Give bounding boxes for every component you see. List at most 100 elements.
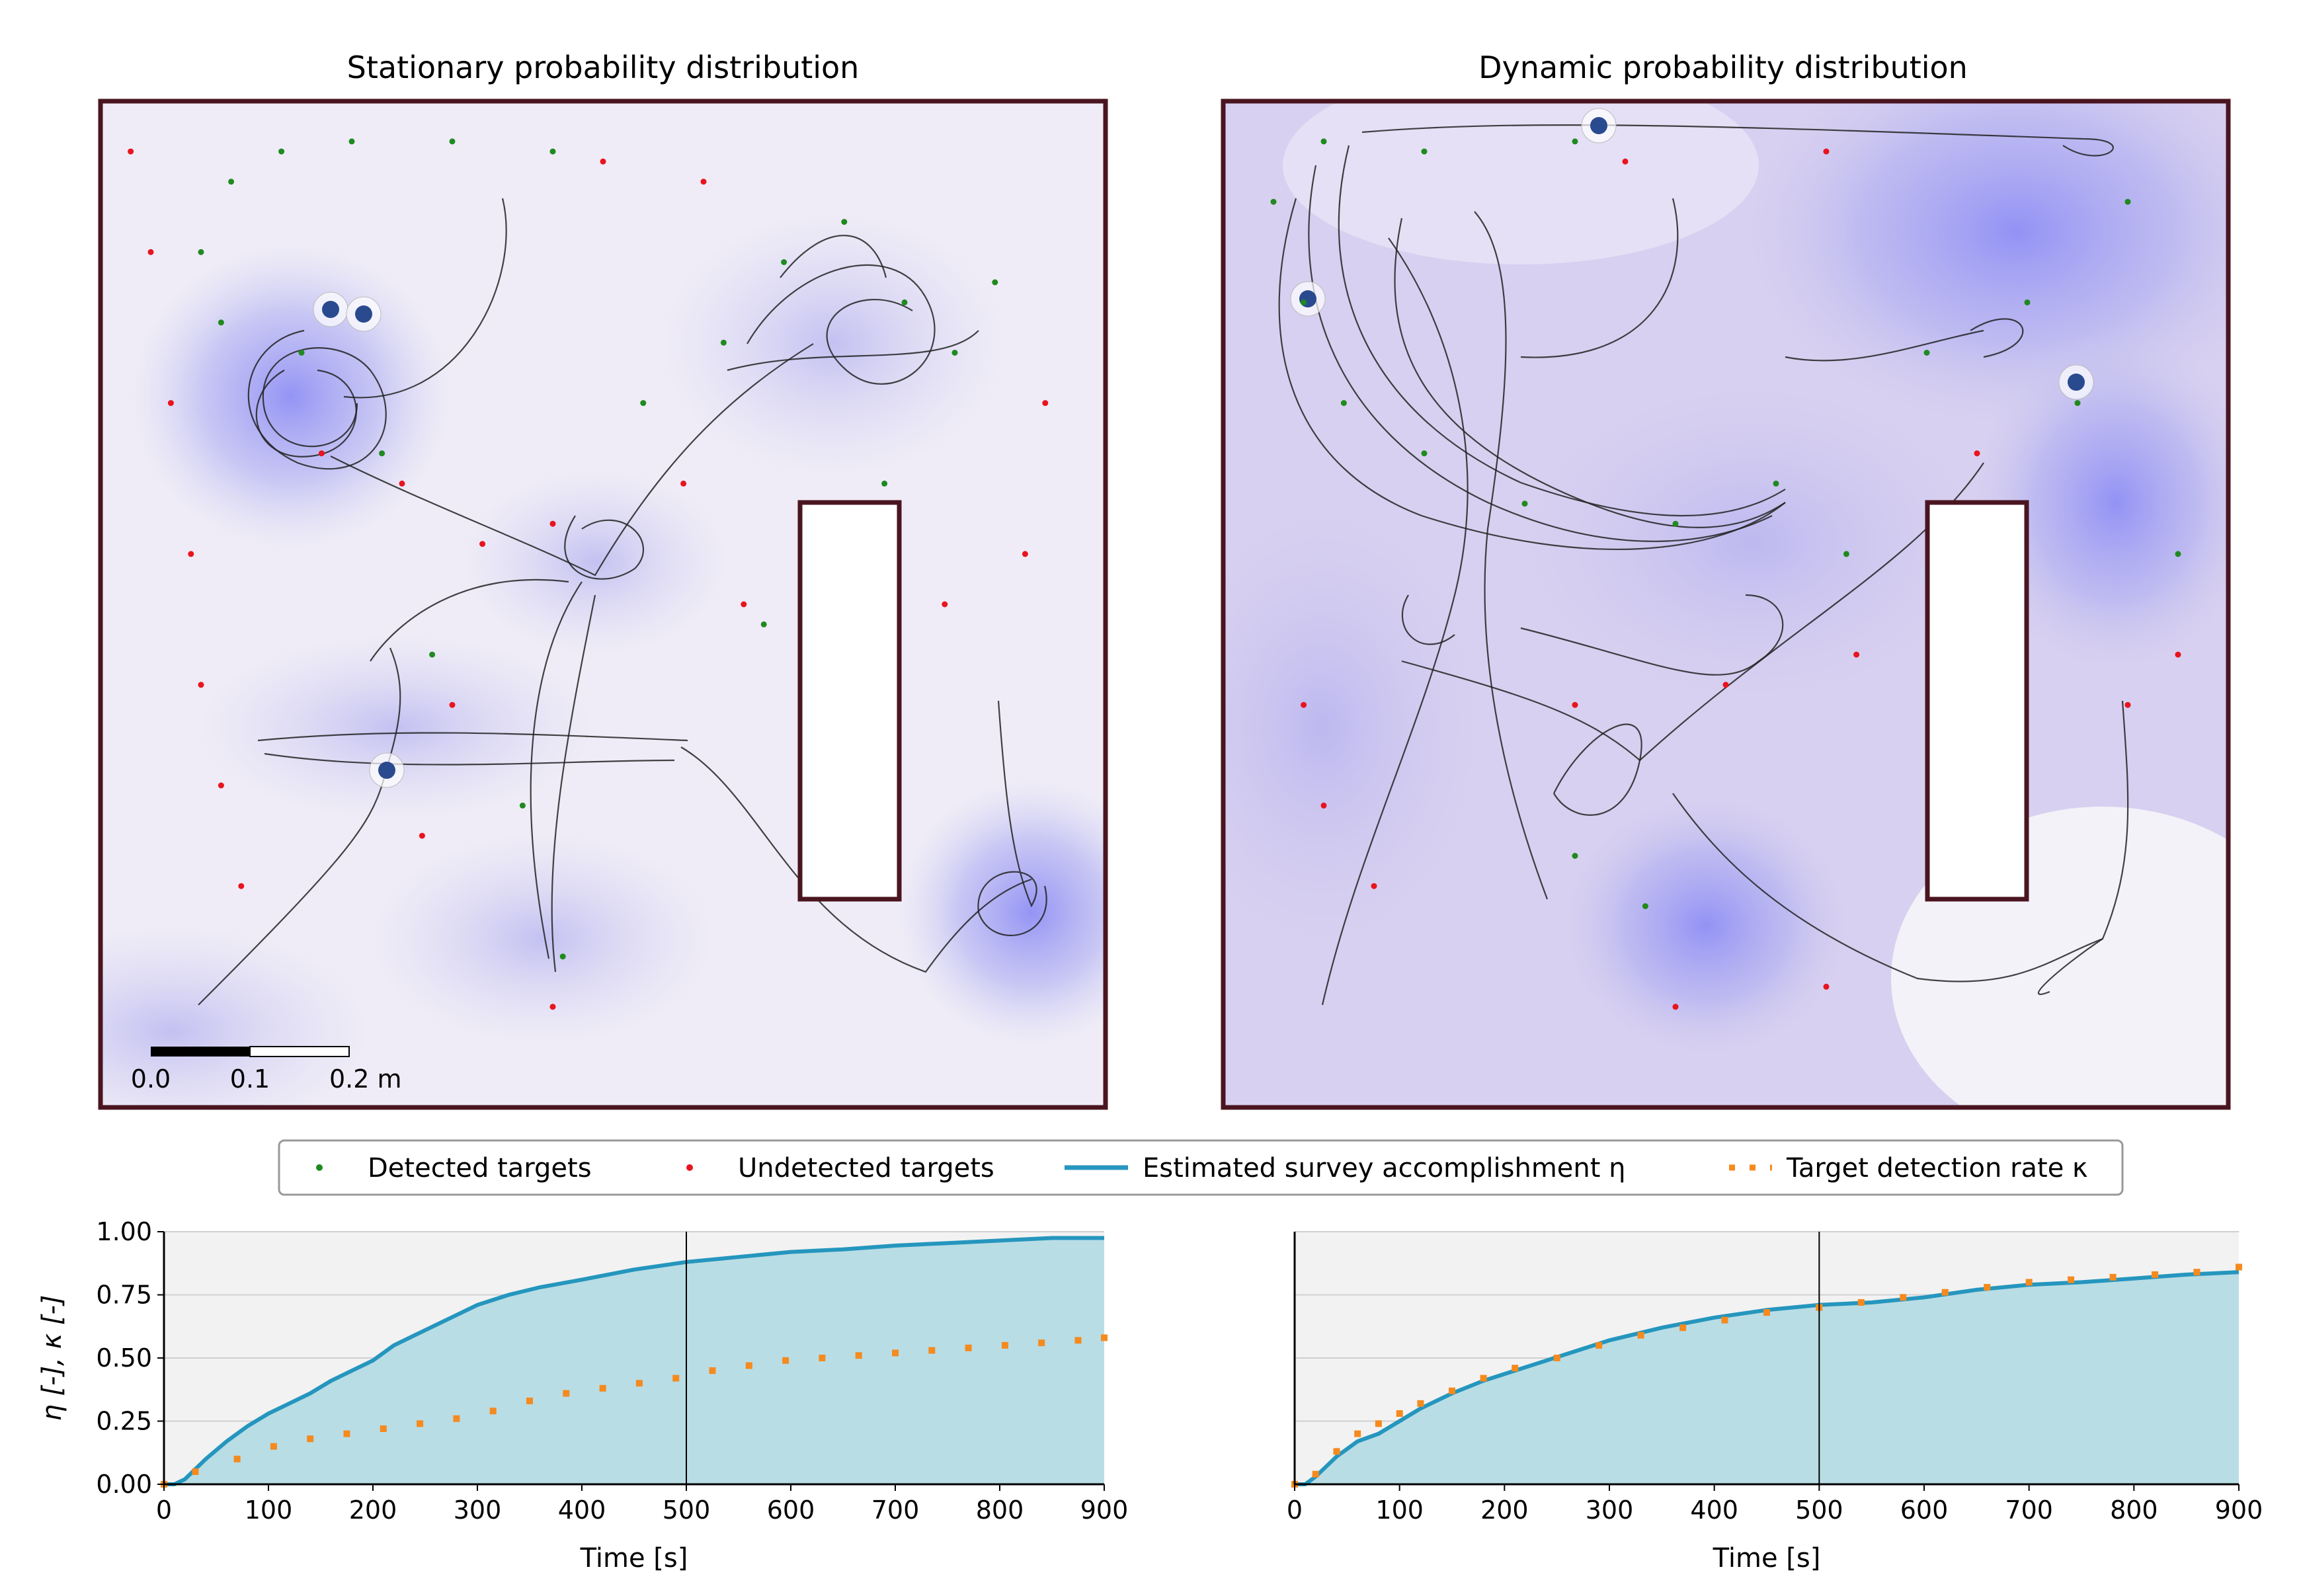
dynamic-robot-trajectories — [1278, 124, 2129, 1006]
kappa-point-19 — [855, 1352, 862, 1359]
detected-target-4 — [1301, 299, 1307, 305]
stationary-target-points — [128, 138, 1049, 1010]
detected-target-0 — [1270, 198, 1277, 205]
undetected-target-2 — [1371, 883, 1377, 889]
undetected-target-4 — [1722, 682, 1729, 688]
undetected-target-12 — [1823, 148, 1830, 155]
kappa-point-12 — [1637, 1332, 1644, 1339]
kappa-point-15 — [709, 1367, 716, 1375]
kappa-point-5 — [343, 1430, 350, 1437]
undetected-target-15 — [741, 601, 747, 608]
undetected-target-20 — [700, 179, 707, 185]
legend-eta-label: Estimated survey accomplishment η — [1143, 1153, 1626, 1183]
kappa-point-5 — [1396, 1410, 1403, 1417]
kappa-point-17 — [1857, 1299, 1865, 1306]
kappa-point-2 — [233, 1455, 241, 1462]
dynamic-map-title: Dynamic probability distribution — [1478, 50, 1968, 85]
detected-target-8 — [1672, 520, 1679, 527]
detected-target-14 — [2175, 551, 2181, 557]
y-tick-label-0: 0.00 — [96, 1470, 152, 1499]
undetected-target-10 — [1823, 983, 1830, 990]
stationary-map-panel: Stationary probability distribution — [98, 50, 1108, 1110]
kappa-point-19 — [1941, 1289, 1949, 1296]
detected-target-16 — [901, 299, 908, 305]
stationary-map-title: Stationary probability distribution — [347, 50, 860, 85]
undetected-target-8 — [2175, 651, 2181, 658]
stationary-timeseries-chart: 0 100 200 300 400 500 600 700 800 900 0.00 0.25 0.50… — [37, 1217, 1128, 1574]
kappa-point-22 — [965, 1344, 972, 1351]
kappa-point-25 — [2193, 1269, 2200, 1276]
kappa-point-26 — [2236, 1263, 2242, 1271]
x-tick-label-8: 800 — [976, 1496, 1024, 1525]
detected-target-8 — [379, 450, 385, 457]
kappa-point-11 — [563, 1390, 570, 1397]
detected-target-18 — [992, 279, 998, 286]
detected-target-6 — [218, 319, 224, 326]
kappa-point-20 — [1984, 1284, 1991, 1291]
x-tick-label-6: 600 — [767, 1496, 815, 1525]
scale-bar-label-1: 0.1 — [230, 1064, 270, 1094]
undetected-target-6 — [1974, 450, 1980, 457]
detected-target-10 — [1923, 350, 1930, 356]
undetected-target-13 — [549, 1004, 556, 1010]
legend: Detected targets Undetected targets Esti… — [278, 1139, 2124, 1196]
kappa-point-20 — [892, 1349, 899, 1357]
undetected-target-0 — [1301, 701, 1307, 708]
detected-target-14 — [781, 259, 787, 265]
scale-bar-label-0: 0.0 — [131, 1064, 171, 1094]
dynamic-map-panel: Dynamic probability distribution — [1221, 50, 2231, 1110]
undetected-target-5 — [1853, 651, 1860, 658]
detected-target-6 — [1421, 450, 1428, 457]
kappa-point-14 — [1721, 1316, 1728, 1324]
stationary-eta-area — [164, 1238, 1104, 1484]
kappa-point-23 — [1001, 1341, 1008, 1349]
kappa-point-21 — [928, 1347, 936, 1354]
detected-target-21 — [760, 621, 767, 627]
kappa-point-6 — [380, 1425, 387, 1432]
x-tick-label-4: 400 — [558, 1496, 606, 1525]
undetected-target-1 — [147, 249, 154, 255]
kappa-point-16 — [745, 1362, 752, 1369]
detected-target-3 — [1572, 138, 1578, 145]
dynamic-xlabel: Time [s] — [1713, 1543, 1821, 1574]
undetected-target-18 — [1022, 551, 1028, 557]
dynamic-eta-area — [1295, 1272, 2239, 1484]
detected-target-1 — [278, 148, 285, 155]
kappa-point-1 — [192, 1468, 199, 1475]
kappa-point-8 — [453, 1415, 460, 1422]
dynamic-axes: 0 100 200 300 400 500 600 700 800 900 — [1287, 1232, 2263, 1525]
x-tick-label-0: 0 — [1287, 1496, 1303, 1525]
undetected-target-7 — [318, 450, 325, 457]
stationary-axes: 0 100 200 300 400 500 600 700 800 900 0.00 0.25 0.50… — [96, 1217, 1128, 1525]
detected-target-13 — [2074, 400, 2081, 407]
stationary-eta-line — [164, 1236, 1104, 1486]
kappa-point-13 — [635, 1380, 643, 1387]
undetected-target-11 — [1622, 158, 1629, 165]
detected-target-13 — [720, 339, 727, 346]
undetected-target-11 — [449, 701, 456, 708]
kappa-point-6 — [1417, 1400, 1424, 1407]
undetected-target-1 — [1320, 802, 1327, 809]
kappa-point-4 — [307, 1435, 314, 1443]
x-tick-label-9: 900 — [1080, 1496, 1129, 1525]
legend-kappa-label: Target detection rate κ — [1786, 1153, 2088, 1183]
scale-bar: 0.0 0.1 0.2 m — [131, 1046, 402, 1094]
stationary-obstacle — [797, 500, 902, 902]
stationary-ylabel: η [-], κ [-] — [37, 1295, 67, 1421]
x-tick-label-5: 500 — [663, 1496, 711, 1525]
undetected-target-12 — [419, 832, 425, 839]
kappa-point-18 — [819, 1355, 826, 1361]
undetected-target-19 — [1042, 400, 1049, 407]
detected-target-7 — [298, 350, 305, 356]
undetected-target-4 — [198, 682, 204, 688]
kappa-point-25 — [1074, 1337, 1082, 1344]
x-tick-label-6: 600 — [1900, 1496, 1949, 1525]
legend-detected-label: Detected targets — [368, 1153, 592, 1183]
undetected-target-9 — [479, 541, 486, 547]
dynamic-map-frame — [1221, 99, 2231, 1110]
detected-target-2 — [1421, 148, 1428, 155]
detected-target-16 — [1572, 853, 1578, 859]
x-tick-label-3: 300 — [1586, 1496, 1634, 1525]
detected-target-17 — [951, 350, 958, 356]
